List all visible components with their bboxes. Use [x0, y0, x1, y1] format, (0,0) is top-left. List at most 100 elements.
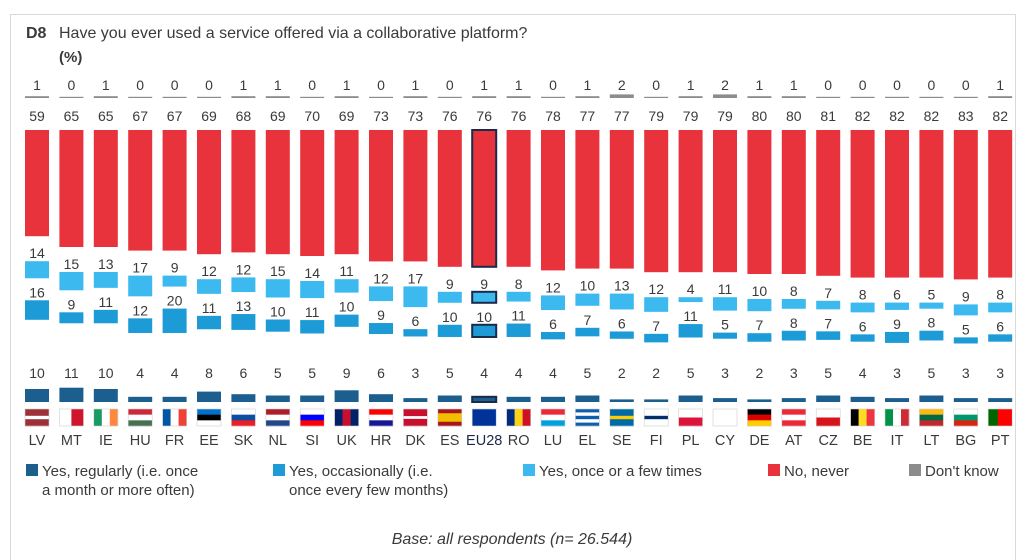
occasionally-bar-hr [369, 323, 393, 335]
regularly-bar-si [300, 395, 325, 402]
once-label-fr: 9 [171, 260, 179, 276]
occasionally-bar-lt [919, 330, 944, 341]
once-label-lu: 12 [545, 279, 561, 295]
once-bar-eu28 [471, 290, 498, 304]
once-label-hr: 12 [373, 270, 389, 286]
flag-it [884, 408, 910, 427]
never-bar-eu28 [471, 129, 498, 268]
never-bar-bg [953, 130, 978, 280]
dk-label-pl: 1 [687, 77, 695, 93]
occasionally-label-lt: 8 [928, 315, 936, 331]
once-bar-pl [678, 297, 703, 303]
occasionally-label-el: 7 [584, 312, 592, 328]
occasionally-label-hr: 9 [377, 307, 385, 323]
dk-label-cy: 2 [721, 77, 729, 93]
occasionally-bar-cy [713, 332, 737, 339]
never-label-ee: 69 [201, 108, 217, 124]
flag-stripe-sk [231, 409, 256, 415]
never-bar-pt [988, 130, 1013, 278]
occasionally-bar-at [781, 330, 806, 341]
once-bar-si [300, 281, 325, 299]
regularly-bar-eu28 [471, 395, 498, 403]
flag-stripe-bg [953, 420, 978, 427]
category-label-lt: LT [923, 433, 939, 449]
flag-stripe-hr [369, 414, 393, 421]
legend-swatch-once [523, 464, 535, 476]
flag-stripe-it [901, 409, 910, 426]
flag-stripe-mt [59, 409, 72, 426]
legend-swatch-occasionally [273, 464, 285, 476]
regularly-bar-lt [919, 395, 944, 402]
regularly-label-lu: 4 [549, 365, 557, 381]
flag-stripe-es [437, 413, 462, 423]
dk-label-lv: 1 [33, 77, 41, 93]
flag-stripe-si [300, 414, 325, 421]
flag-stripe-el [575, 422, 600, 427]
regularly-bar-el [575, 395, 600, 402]
never-label-pl: 79 [683, 108, 699, 124]
category-label-nl: NL [269, 433, 288, 449]
dk-label-mt: 0 [68, 77, 76, 93]
flag-stripe-sk [231, 414, 256, 421]
flag-sk [231, 408, 256, 427]
regularly-label-pl: 5 [687, 365, 695, 381]
regularly-label-es: 5 [446, 365, 454, 381]
dk-bar-eu28 [472, 96, 497, 98]
flag-stripe-se [609, 415, 634, 420]
flag-stripe-el [575, 409, 600, 413]
occasionally-label-ro: 11 [511, 308, 526, 324]
flag-cz [815, 408, 841, 427]
never-bar-dk [403, 130, 428, 262]
category-label-it: IT [891, 433, 904, 449]
dk-bar-bg [953, 96, 978, 98]
flag-stripe-ro [522, 409, 531, 426]
flag-stripe-at [781, 414, 806, 421]
never-label-si: 70 [304, 108, 320, 124]
category-label-mt: MT [61, 433, 82, 449]
occasionally-bar-se [609, 331, 634, 339]
regularly-label-el: 5 [584, 365, 592, 381]
once-label-mt: 15 [64, 256, 80, 272]
category-label-fi: FI [650, 433, 663, 449]
flag-stripe-at [781, 420, 806, 427]
category-label-pt: PT [991, 433, 1010, 449]
flag-pl [678, 408, 703, 427]
never-bar-cz [816, 130, 841, 276]
regularly-bar-ie [93, 389, 118, 402]
never-bar-sk [231, 130, 256, 253]
flag-stripe-pl [678, 409, 703, 418]
regularly-label-hu: 4 [136, 365, 144, 381]
once-bar-se [609, 293, 634, 310]
once-bar-cz [816, 300, 841, 310]
once-label-it: 6 [893, 287, 901, 303]
dk-label-si: 0 [308, 77, 316, 93]
once-label-nl: 15 [270, 263, 286, 279]
regularly-bar-fr [162, 396, 187, 402]
flag-hr [368, 408, 394, 427]
regularly-bar-at [781, 398, 806, 402]
category-label-el: EL [579, 433, 597, 449]
occasionally-bar-mt [59, 312, 84, 324]
never-label-mt: 65 [64, 108, 80, 124]
never-label-es: 76 [442, 108, 458, 124]
legend-label-once: Yes, once or a few times [539, 463, 702, 480]
flag-stripe-lv [25, 415, 49, 420]
flag-stripe-at [781, 409, 806, 415]
occasionally-label-de: 7 [756, 317, 764, 333]
regularly-label-be: 4 [859, 365, 867, 381]
once-bar-sk [231, 277, 256, 293]
flag-stripe-ee [197, 414, 221, 421]
occasionally-label-uk: 10 [339, 299, 355, 315]
occasionally-label-cy: 5 [721, 317, 729, 333]
flag-stripe-lt [919, 409, 944, 415]
occasionally-bar-cz [816, 331, 841, 340]
never-label-hr: 73 [373, 108, 389, 124]
regularly-bar-es [437, 395, 462, 402]
dk-bar-at [781, 96, 806, 98]
flag-el [575, 408, 600, 427]
occasionally-bar-hu [128, 318, 153, 333]
never-bar-ro [506, 130, 531, 267]
dk-label-hr: 0 [377, 77, 385, 93]
regularly-label-fi: 2 [652, 365, 660, 381]
flag-stripe-cy [713, 409, 738, 426]
